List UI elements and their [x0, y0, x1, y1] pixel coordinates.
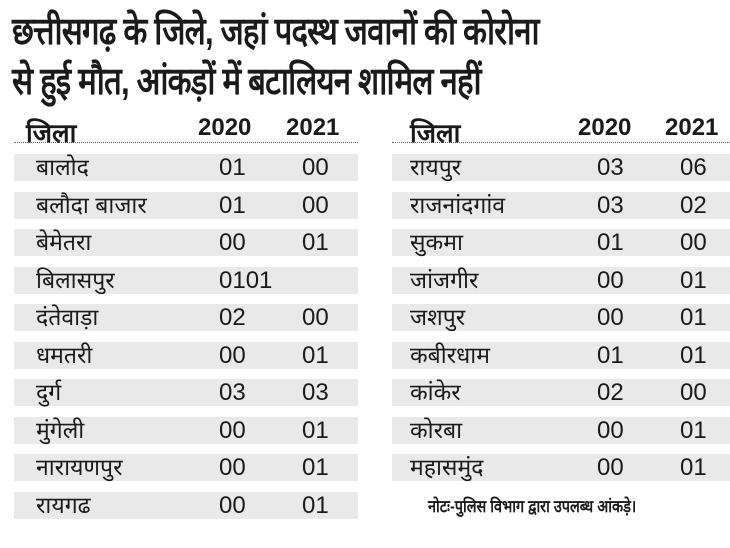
table-row: धमतरी 00 01 — [14, 341, 358, 369]
value-2020: 02 — [219, 304, 246, 331]
header-2021: 2021 — [665, 114, 719, 141]
table-row: जशपुर 00 01 — [392, 304, 730, 331]
district-cell: मुंगेली — [36, 416, 85, 443]
district-cell: कांकेर — [410, 379, 461, 405]
value-2020: 00 — [597, 416, 624, 444]
value-2020: 00 — [219, 229, 246, 256]
value-2021: 01 — [302, 491, 329, 519]
right-table: जिला 2020 2021 रायपुर 03 06 राजनांदगांव 03 02… — [392, 112, 730, 481]
table-row: रायगढ 00 01 — [14, 491, 358, 519]
value-2021: 03 — [302, 379, 329, 406]
table-row: बलौदा बाजार 01 00 — [14, 191, 358, 219]
value-2020: 03 — [597, 154, 624, 181]
district-cell: बालोद — [36, 154, 89, 180]
headline-line-1: छत्तीसगढ़ के जिले, जहां पदस्थ जवानों की … — [12, 11, 540, 53]
value-2021: 01 — [680, 304, 707, 331]
value-2021: 01 — [302, 454, 329, 481]
table-row: महासमुंद 00 01 — [392, 454, 730, 481]
header-2021: 2021 — [286, 114, 340, 141]
value-2020: 00 — [597, 266, 624, 294]
value-2020: 01 — [219, 154, 246, 181]
value-2021: 00 — [680, 379, 707, 406]
table-row: कोरबा 00 01 — [392, 416, 730, 444]
table-header: जिला 2020 2021 — [392, 112, 730, 148]
table-row: कबीरधाम 01 01 — [392, 341, 730, 369]
table-row: दंतेवाड़ा 02 00 — [14, 304, 358, 331]
header-district: जिला — [410, 118, 461, 148]
table-row: जांजगीर 00 01 — [392, 266, 730, 294]
value-2020: 00 — [219, 416, 246, 444]
value-2021: 00 — [680, 229, 707, 256]
value-2021: 01 — [302, 341, 329, 369]
table-row: बालोद 01 00 — [14, 154, 358, 181]
table-row: बेमेतरा 00 01 — [14, 229, 358, 256]
headline-line-2: से हुई मौत, आंकड़ों में बटालियन शामिल नह… — [12, 61, 482, 103]
district-cell: बिलासपुर — [36, 266, 115, 293]
value-2021: 00 — [302, 304, 329, 331]
header-2020: 2020 — [578, 114, 632, 141]
value-2020: 01 — [597, 229, 624, 256]
value-2021: 02 — [680, 191, 707, 219]
value-2020: 00 — [219, 491, 246, 519]
table-row: सुकमा 01 00 — [392, 229, 730, 256]
value-2021: 00 — [302, 154, 329, 181]
district-cell: बलौदा बाजार — [36, 191, 147, 218]
value-2021: 01 — [680, 341, 707, 369]
source-note: नोटः-पुलिस विभाग द्वारा उपलब्ध आंकड़े। — [428, 497, 637, 516]
value-2021: 01 — [302, 416, 329, 444]
value-2020: 0101 — [219, 266, 273, 294]
value-2020: 00 — [597, 454, 624, 481]
table-row: राजनांदगांव 03 02 — [392, 191, 730, 219]
value-2020: 00 — [597, 304, 624, 331]
value-2020: 03 — [219, 379, 246, 406]
value-2020: 02 — [597, 379, 624, 406]
table-row: दुर्ग 03 03 — [14, 379, 358, 406]
value-2020: 01 — [597, 341, 624, 369]
header-district: जिला — [26, 118, 77, 148]
value-2020: 03 — [597, 191, 624, 219]
district-cell: रायपुर — [410, 154, 462, 180]
value-2020: 00 — [219, 454, 246, 481]
header-2020: 2020 — [198, 114, 252, 141]
district-cell: रायगढ — [36, 491, 91, 518]
value-2021: 00 — [302, 191, 329, 219]
value-2020: 00 — [219, 341, 246, 369]
district-cell: राजनांदगांव — [410, 191, 506, 218]
table-row: रायपुर 03 06 — [392, 154, 730, 181]
value-2020: 01 — [219, 191, 246, 219]
district-cell: सुकमा — [410, 229, 463, 255]
district-cell: जांजगीर — [410, 266, 479, 293]
table-row: बिलासपुर 0101 — [14, 266, 358, 294]
district-cell: दंतेवाड़ा — [36, 304, 99, 330]
district-cell: नारायणपुर — [36, 454, 123, 480]
value-2021: 06 — [680, 154, 707, 181]
district-cell: बेमेतरा — [36, 229, 92, 255]
value-2021: 01 — [680, 416, 707, 444]
district-cell: महासमुंद — [410, 454, 484, 480]
table-header: जिला 2020 2021 — [14, 112, 358, 148]
value-2021: 01 — [680, 454, 707, 481]
district-cell: जशपुर — [410, 304, 466, 330]
table-row: मुंगेली 00 01 — [14, 416, 358, 444]
value-2021: 01 — [680, 266, 707, 294]
district-cell: कबीरधाम — [410, 341, 491, 368]
table-row: नारायणपुर 00 01 — [14, 454, 358, 481]
district-cell: धमतरी — [36, 341, 93, 368]
table-row: कांकेर 02 00 — [392, 379, 730, 406]
left-table: जिला 2020 2021 बालोद 01 00 बलौदा बाजार 01 00 ब… — [14, 112, 358, 519]
value-2021: 01 — [302, 229, 329, 256]
district-cell: दुर्ग — [36, 379, 62, 405]
district-cell: कोरबा — [410, 416, 463, 443]
